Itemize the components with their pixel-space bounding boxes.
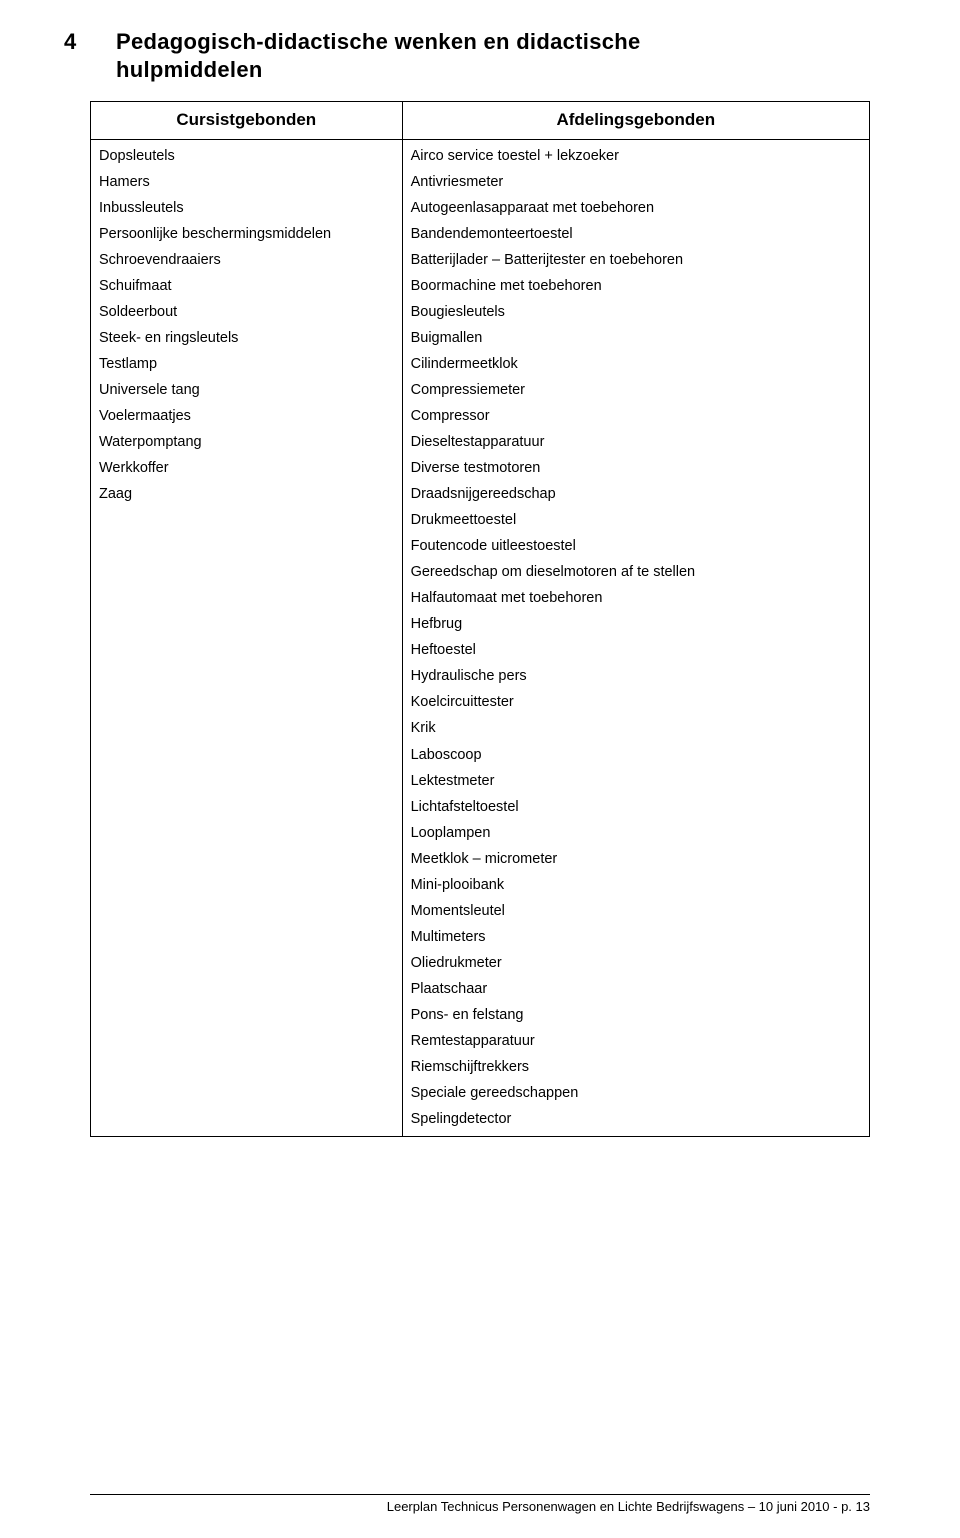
right-list-item: Batterijlader – Batterijtester en toebeh… bbox=[411, 248, 861, 274]
right-list-item: Draadsnijgereedschap bbox=[411, 482, 861, 508]
heading-line1: Pedagogisch-didactische wenken en didact… bbox=[116, 29, 641, 54]
right-list-item: Dieseltestapparatuur bbox=[411, 430, 861, 456]
left-list-item: Inbussleutels bbox=[99, 196, 394, 222]
right-list-item: Compressiemeter bbox=[411, 378, 861, 404]
left-list-item: Schuifmaat bbox=[99, 274, 394, 300]
right-list-item: Oliedrukmeter bbox=[411, 950, 861, 976]
materials-table: Cursistgebonden Afdelingsgebonden Dopsle… bbox=[90, 101, 870, 1137]
right-list-item: Remtestapparatuur bbox=[411, 1028, 861, 1054]
left-list-item: Hamers bbox=[99, 170, 394, 196]
right-list-item: Bandendemonteertoestel bbox=[411, 222, 861, 248]
page: 4Pedagogisch-didactische wenken en didac… bbox=[0, 0, 960, 1538]
right-list-item: Looplampen bbox=[411, 820, 861, 846]
section-heading: 4Pedagogisch-didactische wenken en didac… bbox=[116, 28, 870, 83]
footer-text: Leerplan Technicus Personenwagen en Lich… bbox=[387, 1499, 870, 1514]
left-list-item: Dopsleutels bbox=[99, 144, 394, 170]
right-list-item: Riemschijftrekkers bbox=[411, 1054, 861, 1080]
right-list-item: Speciale gereedschappen bbox=[411, 1080, 861, 1106]
left-list-item: Steek- en ringsleutels bbox=[99, 326, 394, 352]
right-list-item: Buigmallen bbox=[411, 326, 861, 352]
left-list-item: Werkkoffer bbox=[99, 456, 394, 482]
right-list-item: Heftoestel bbox=[411, 638, 861, 664]
left-list-item: Waterpomptang bbox=[99, 430, 394, 456]
right-list-item: Halfautomaat met toebehoren bbox=[411, 586, 861, 612]
table-body-row: DopsleutelsHamersInbussleutelsPersoonlij… bbox=[91, 139, 870, 1137]
right-list-item: Antivriesmeter bbox=[411, 170, 861, 196]
right-list-item: Koelcircuittester bbox=[411, 690, 861, 716]
col-header-left: Cursistgebonden bbox=[91, 102, 403, 140]
left-list-item: Schroevendraaiers bbox=[99, 248, 394, 274]
right-list-item: Krik bbox=[411, 716, 861, 742]
right-list-item: Diverse testmotoren bbox=[411, 456, 861, 482]
right-list-item: Gereedschap om dieselmotoren af te stell… bbox=[411, 560, 861, 586]
right-list-item: Meetklok – micrometer bbox=[411, 846, 861, 872]
right-list-item: Pons- en felstang bbox=[411, 1002, 861, 1028]
left-list-item: Voelermaatjes bbox=[99, 404, 394, 430]
table-header-row: Cursistgebonden Afdelingsgebonden bbox=[91, 102, 870, 140]
heading-line2: hulpmiddelen bbox=[116, 57, 263, 82]
left-list-item: Universele tang bbox=[99, 378, 394, 404]
right-list-item: Cilindermeetklok bbox=[411, 352, 861, 378]
left-list-item: Soldeerbout bbox=[99, 300, 394, 326]
right-list-item: Lichtafsteltoestel bbox=[411, 794, 861, 820]
right-list-cell: Airco service toestel + lekzoekerAntivri… bbox=[402, 139, 869, 1137]
right-list-item: Autogeenlasapparaat met toebehoren bbox=[411, 196, 861, 222]
right-list-item: Hydraulische pers bbox=[411, 664, 861, 690]
left-list-cell: DopsleutelsHamersInbussleutelsPersoonlij… bbox=[91, 139, 403, 1137]
right-list-item: Spelingdetector bbox=[411, 1106, 861, 1132]
right-list-item: Drukmeettoestel bbox=[411, 508, 861, 534]
right-list-item: Momentsleutel bbox=[411, 898, 861, 924]
right-list-item: Mini-plooibank bbox=[411, 872, 861, 898]
right-list-item: Laboscoop bbox=[411, 742, 861, 768]
right-list-item: Hefbrug bbox=[411, 612, 861, 638]
left-list-item: Persoonlijke beschermingsmiddelen bbox=[99, 222, 394, 248]
left-list-item: Testlamp bbox=[99, 352, 394, 378]
col-header-right: Afdelingsgebonden bbox=[402, 102, 869, 140]
right-list-item: Boormachine met toebehoren bbox=[411, 274, 861, 300]
right-list-item: Plaatschaar bbox=[411, 976, 861, 1002]
left-list-item: Zaag bbox=[99, 482, 394, 508]
heading-number: 4 bbox=[90, 28, 116, 56]
right-list-item: Foutencode uitleestoestel bbox=[411, 534, 861, 560]
right-list-item: Bougiesleutels bbox=[411, 300, 861, 326]
right-list-item: Airco service toestel + lekzoeker bbox=[411, 144, 861, 170]
page-footer: Leerplan Technicus Personenwagen en Lich… bbox=[90, 1494, 870, 1514]
right-list-item: Compressor bbox=[411, 404, 861, 430]
right-list-item: Lektestmeter bbox=[411, 768, 861, 794]
right-list-item: Multimeters bbox=[411, 924, 861, 950]
